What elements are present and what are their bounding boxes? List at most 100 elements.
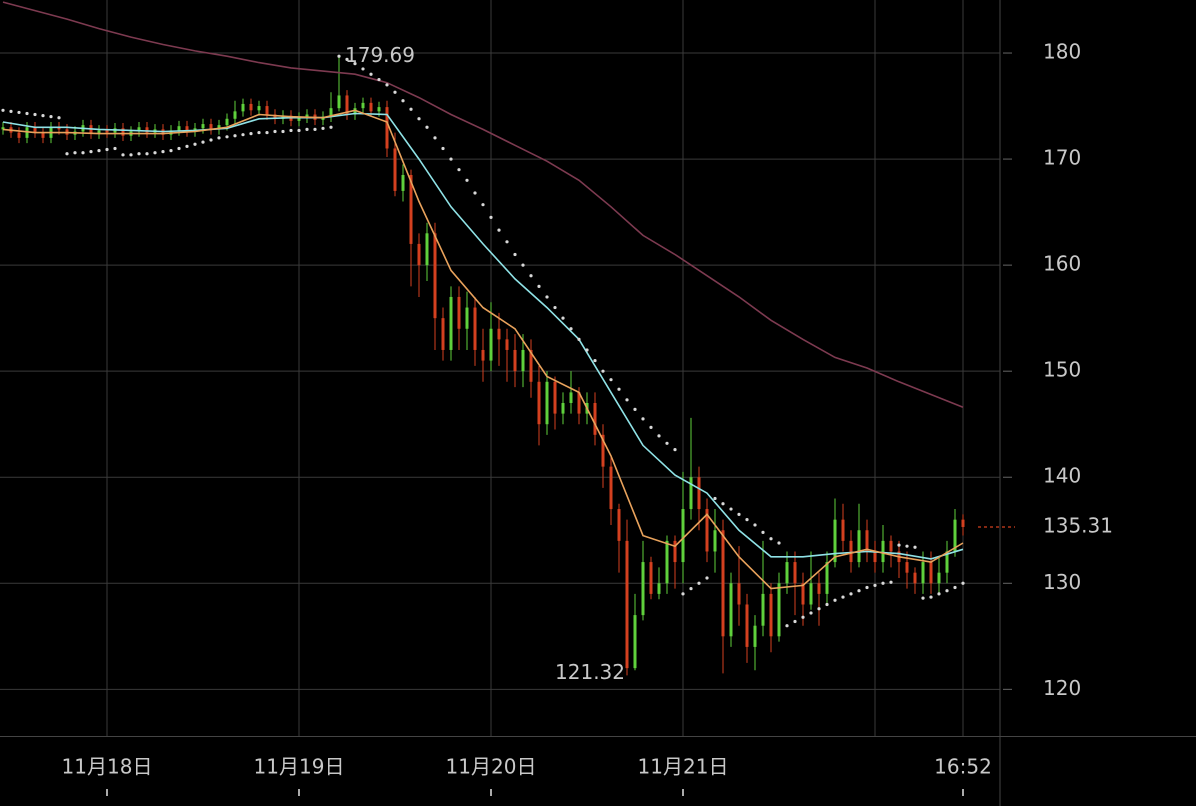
sar-dot (289, 128, 293, 133)
candle-body (721, 530, 725, 637)
candle-body (905, 562, 909, 573)
sar-dot (761, 530, 765, 534)
sar-dot (41, 113, 45, 118)
sar-dot (881, 581, 885, 585)
sar-dot (801, 615, 805, 619)
candle-body (393, 148, 397, 191)
candle-body (97, 130, 101, 134)
candle-body (337, 95, 341, 109)
sar-dot (201, 140, 205, 144)
candle-body (513, 349, 517, 372)
candle-body (457, 296, 461, 329)
candle-body (121, 128, 125, 136)
candle-body (145, 127, 149, 133)
candle-body (489, 328, 493, 361)
sar-dot (857, 589, 861, 593)
sar-dot (17, 110, 21, 115)
sar-dot (849, 592, 853, 596)
candle-body (425, 233, 429, 266)
sar-dot (449, 157, 453, 161)
sar-dot (185, 144, 189, 148)
sar-dot (73, 151, 77, 155)
sar-dot (921, 596, 925, 600)
candle-body (937, 572, 941, 584)
sar-dot (225, 135, 229, 139)
sar-dot (577, 337, 581, 341)
sar-dot (697, 581, 701, 585)
sar-dot (689, 586, 693, 591)
sar-dot (905, 544, 909, 548)
sar-dot (153, 151, 157, 155)
candle-body (105, 130, 109, 133)
sar-dot (633, 407, 637, 411)
candle-body (369, 102, 373, 112)
candle-body (353, 108, 357, 115)
sar-dot (393, 90, 397, 94)
x-tick-label: 11月21日 (638, 755, 729, 779)
sar-dot (481, 203, 485, 207)
sar-dot (345, 57, 349, 61)
candle-body (345, 95, 349, 115)
sar-dot (385, 83, 389, 87)
candle-body (505, 339, 509, 350)
sar-dot (561, 316, 565, 320)
candle-body (785, 562, 789, 584)
candle-body (921, 562, 925, 584)
sar-dot (409, 107, 413, 111)
candle-body (569, 392, 573, 403)
candle-body (961, 519, 965, 527)
sar-dot (129, 153, 133, 157)
candle-body (881, 540, 885, 563)
last-price-label: 135.31 (1043, 513, 1113, 537)
sar-dot (513, 252, 517, 257)
sar-dot (305, 127, 309, 131)
candle-body (825, 562, 829, 594)
sar-dot (65, 152, 69, 156)
sar-dot (537, 284, 541, 288)
candle-body (865, 530, 869, 552)
sar-dot (665, 441, 669, 445)
candle-body (929, 562, 933, 584)
sar-dot (625, 398, 629, 402)
sar-dot (9, 109, 13, 113)
candle-body (233, 111, 237, 119)
sar-dot (417, 117, 421, 121)
sar-dot (193, 142, 197, 146)
y-tick-label: 140 (1043, 464, 1081, 488)
sar-dot (649, 425, 653, 429)
candle-body (521, 349, 525, 372)
candle-body (873, 551, 877, 563)
candle-body (609, 466, 613, 510)
candle-body (745, 604, 749, 647)
candle-body (673, 540, 677, 563)
candle-body (497, 328, 501, 340)
candle-body (737, 583, 741, 605)
sar-dot (737, 512, 741, 516)
candle-body (809, 583, 813, 605)
sar-dot (601, 369, 605, 373)
sar-dot (705, 576, 709, 580)
candle-body (617, 509, 621, 541)
candle-body (641, 562, 645, 616)
x-tick-label: 16:52 (934, 755, 992, 779)
y-tick-label: 130 (1043, 570, 1081, 594)
candle-body (697, 477, 701, 510)
candle-body (769, 593, 773, 637)
candle-body (377, 107, 381, 112)
sar-dot (825, 602, 829, 607)
y-tick-label: 150 (1043, 358, 1081, 382)
candle-body (305, 114, 309, 118)
sar-dot (529, 274, 533, 278)
candle-body (833, 519, 837, 563)
candle-body (177, 126, 181, 131)
sar-dot (321, 126, 325, 130)
candle-body (545, 381, 549, 425)
sar-dot (729, 507, 733, 511)
sar-dot (673, 448, 677, 452)
candle-body (409, 174, 413, 244)
sar-dot (545, 295, 549, 299)
candle-body (385, 107, 389, 149)
sar-dot (249, 132, 253, 136)
